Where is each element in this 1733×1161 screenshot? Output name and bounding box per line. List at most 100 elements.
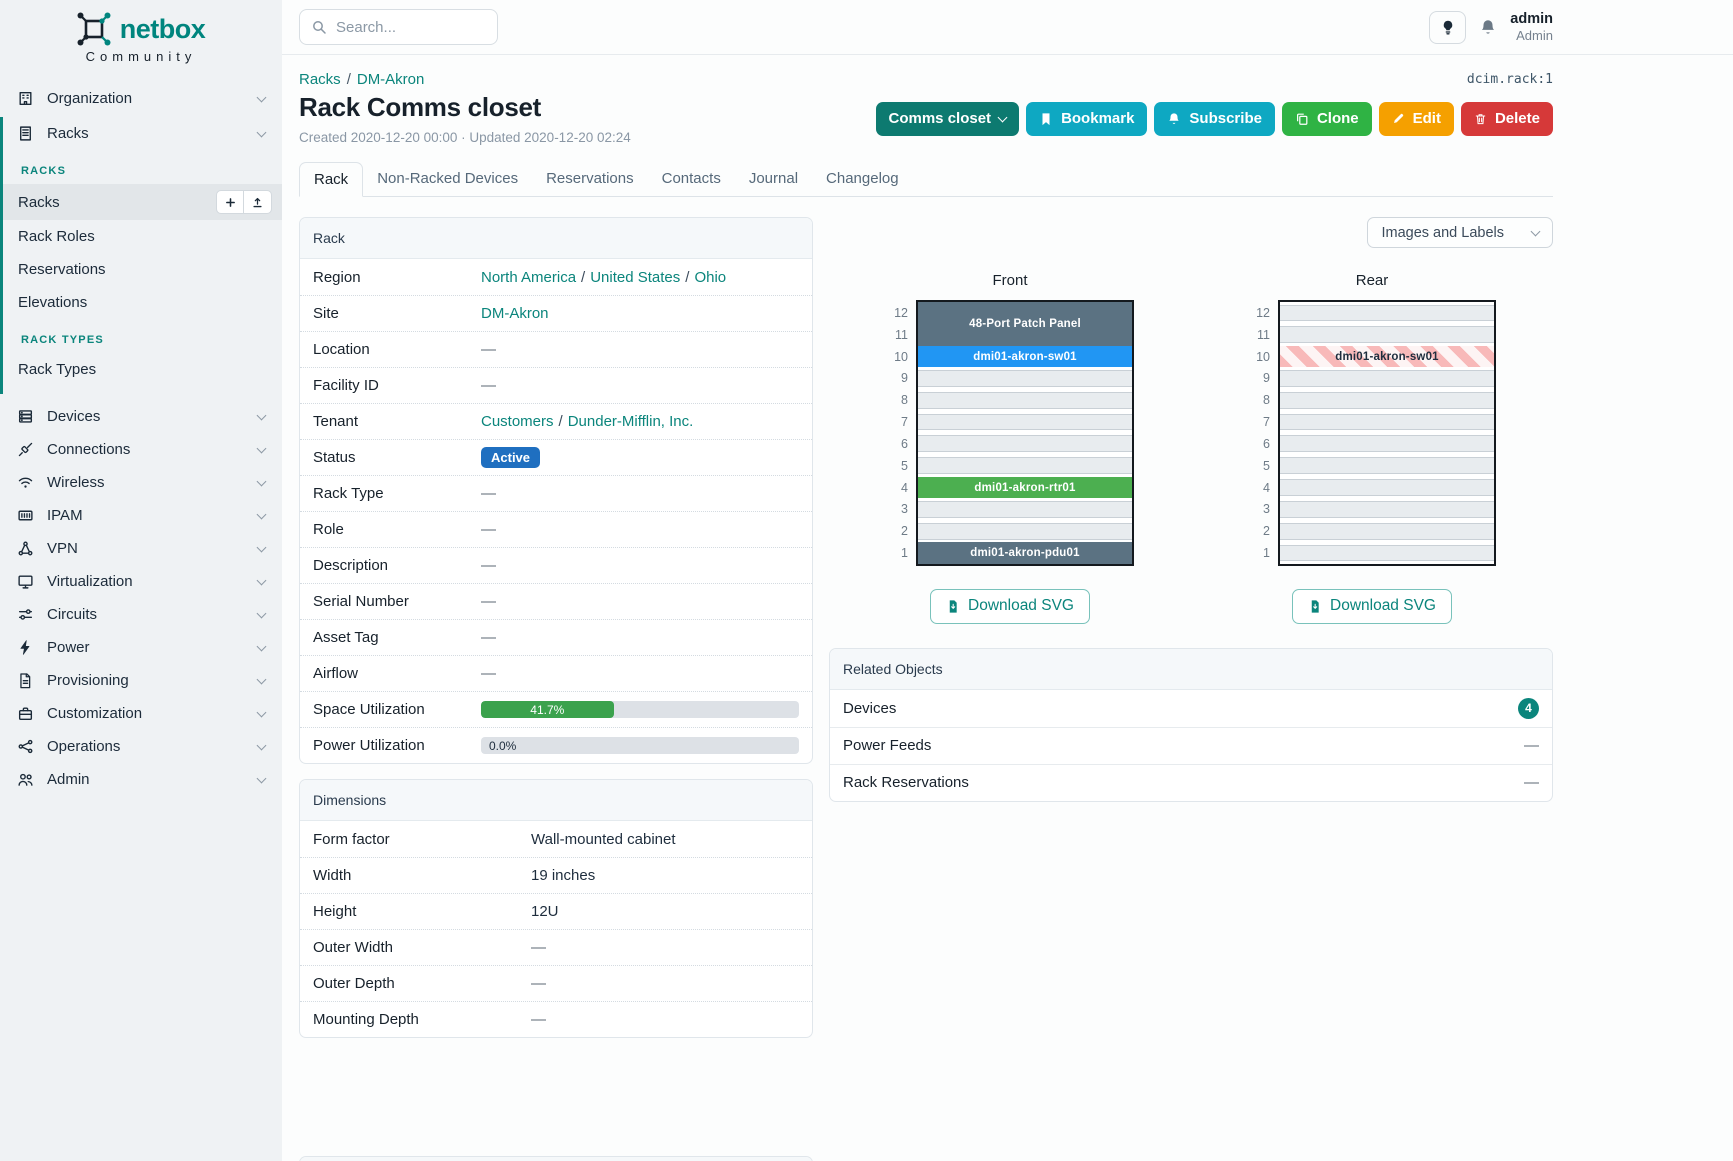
- sidebar-item-label: Racks: [47, 125, 89, 142]
- tab-reservations[interactable]: Reservations: [546, 170, 634, 187]
- sidebar-item-connections[interactable]: Connections: [0, 433, 282, 466]
- attr-link[interactable]: Ohio: [694, 268, 727, 286]
- rack-unit-empty[interactable]: [1280, 326, 1494, 344]
- sidebar-item-reservations[interactable]: Reservations: [3, 253, 282, 286]
- add-rack-button[interactable]: [216, 190, 244, 214]
- sidebar-item-wireless[interactable]: Wireless: [0, 466, 282, 499]
- chevron-down-icon: [256, 608, 267, 618]
- download-svg-rear-button[interactable]: Download SVG: [1292, 588, 1452, 624]
- related-object-row[interactable]: Rack Reservations —: [830, 763, 1552, 801]
- breadcrumb-link[interactable]: DM-Akron: [356, 71, 425, 88]
- netbox-logo-icon: [77, 12, 111, 46]
- clone-button[interactable]: Clone: [1281, 101, 1372, 136]
- rack-unit-empty[interactable]: [918, 369, 1132, 387]
- sidebar-expanded-section: Racks RACKS Racks Rack Roles Reservations Ele…: [0, 117, 282, 394]
- sidebar-item-ipam[interactable]: IPAM: [0, 499, 282, 532]
- rack-unit: [1280, 367, 1494, 389]
- attr-link[interactable]: North America: [481, 268, 577, 286]
- sidebar-item-operations[interactable]: Operations: [0, 730, 282, 763]
- attr-value: —: [481, 485, 799, 502]
- search-icon: [311, 19, 327, 35]
- sidebar-item-rack-types[interactable]: Rack Types: [3, 353, 282, 386]
- import-rack-button[interactable]: [244, 190, 272, 214]
- rack-unit-empty[interactable]: [1280, 304, 1494, 322]
- user-menu[interactable]: admin Admin: [1510, 11, 1553, 44]
- search-input[interactable]: [336, 18, 486, 36]
- tab-contacts[interactable]: Contacts: [661, 170, 721, 187]
- comms-closet-dropdown-button[interactable]: Comms closet: [875, 101, 1020, 136]
- logo[interactable]: netbox Community: [0, 0, 282, 68]
- sidebar-nav: Organization Racks RACKS Racks Rack Roles Res…: [0, 68, 282, 796]
- delete-button[interactable]: Delete: [1460, 101, 1553, 136]
- rack-unit-empty[interactable]: [1280, 457, 1494, 475]
- rack-unit-empty[interactable]: [918, 500, 1132, 518]
- sidebar-item-customization[interactable]: Customization: [0, 697, 282, 730]
- unit-number: 11: [895, 327, 908, 342]
- rack-unit-empty[interactable]: [1280, 500, 1494, 518]
- attr-link[interactable]: United States: [590, 268, 681, 286]
- sidebar-item-virtualization[interactable]: Virtualization: [0, 565, 282, 598]
- breadcrumb-link[interactable]: Racks: [299, 71, 341, 88]
- bookmark-button[interactable]: Bookmark: [1026, 101, 1148, 136]
- sidebar-item-devices[interactable]: Devices: [0, 400, 282, 433]
- rack-device[interactable]: dmi01-akron-pdu01: [918, 542, 1132, 564]
- table-row: Role —: [300, 511, 812, 547]
- rack-unit-empty[interactable]: [1280, 369, 1494, 387]
- rack-unit-empty[interactable]: [1280, 544, 1494, 562]
- sidebar-item-power[interactable]: Power: [0, 631, 282, 664]
- attr-link[interactable]: DM-Akron: [481, 305, 549, 322]
- edit-button[interactable]: Edit: [1378, 101, 1454, 136]
- table-row: Width 19 inches: [300, 857, 812, 893]
- rack-unit: [918, 389, 1132, 411]
- sidebar-item-admin[interactable]: Admin: [0, 763, 282, 796]
- subscribe-button[interactable]: Subscribe: [1154, 101, 1275, 136]
- related-object-label: Devices: [843, 699, 897, 717]
- sidebar-item-provisioning[interactable]: Provisioning: [0, 664, 282, 697]
- tab-journal[interactable]: Journal: [748, 170, 799, 187]
- rack-unit-empty[interactable]: [918, 413, 1132, 431]
- admin-icon: [17, 771, 34, 788]
- page-meta: Created 2020-12-20 00:00 · Updated 2020-…: [299, 130, 631, 145]
- related-object-row[interactable]: Power Feeds —: [830, 726, 1552, 764]
- attr-link[interactable]: Dunder-Mifflin, Inc.: [567, 413, 694, 430]
- unit-number: 8: [1263, 393, 1270, 408]
- related-object-row[interactable]: Devices 4: [830, 690, 1552, 727]
- search-box[interactable]: [299, 9, 498, 45]
- rack-unit-empty[interactable]: [918, 391, 1132, 409]
- rack-unit-empty[interactable]: [918, 435, 1132, 453]
- utilization-bar: 41.7%: [481, 701, 799, 718]
- rack-unit-empty[interactable]: [918, 522, 1132, 540]
- sidebar-item-racks[interactable]: Racks: [3, 117, 282, 150]
- tab-changelog[interactable]: Changelog: [826, 170, 899, 187]
- theme-toggle-button[interactable]: [1429, 10, 1467, 44]
- elevation-display-select[interactable]: Images and Labels: [1367, 217, 1553, 248]
- download-svg-front-button[interactable]: Download SVG: [930, 588, 1090, 624]
- rack-device[interactable]: dmi01-akron-rtr01: [918, 476, 1132, 499]
- rack-unit-empty[interactable]: [1280, 479, 1494, 496]
- trash-icon: [1474, 112, 1487, 126]
- rack-unit-empty[interactable]: [1280, 391, 1494, 409]
- attr-label: Space Utilization: [313, 701, 425, 718]
- attr-label: Description: [313, 557, 389, 574]
- related-objects-panel: Related Objects Devices 4 Power Feeds — Rack…: [829, 647, 1553, 802]
- rack-device[interactable]: dmi01-akron-sw01: [918, 345, 1132, 368]
- rack-device[interactable]: dmi01-akron-sw01: [1280, 345, 1494, 368]
- rack-unit-empty[interactable]: [1280, 413, 1494, 431]
- sidebar-item-rack-roles[interactable]: Rack Roles: [3, 220, 282, 253]
- rack-unit-empty[interactable]: [1280, 435, 1494, 453]
- devices-icon: [17, 408, 34, 425]
- rack-device[interactable]: 48-Port Patch Panel: [918, 302, 1132, 346]
- rack-unit-empty[interactable]: [918, 457, 1132, 475]
- sidebar-item-vpn[interactable]: VPN: [0, 532, 282, 565]
- sidebar-item-racks[interactable]: Racks: [3, 184, 282, 220]
- tab-rack[interactable]: Rack: [299, 162, 364, 197]
- sidebar-item-elevations[interactable]: Elevations: [3, 286, 282, 319]
- sidebar-item-circuits[interactable]: Circuits: [0, 598, 282, 631]
- tab-non-racked-devices[interactable]: Non-Racked Devices: [377, 170, 519, 187]
- rack-unit-empty[interactable]: [1280, 522, 1494, 540]
- attr-link[interactable]: Customers: [481, 413, 554, 430]
- sidebar-item-organization[interactable]: Organization: [0, 82, 282, 115]
- table-row: Height 12U: [300, 893, 812, 929]
- notifications-bell-icon[interactable]: [1479, 18, 1497, 36]
- virtualization-icon: [17, 573, 34, 590]
